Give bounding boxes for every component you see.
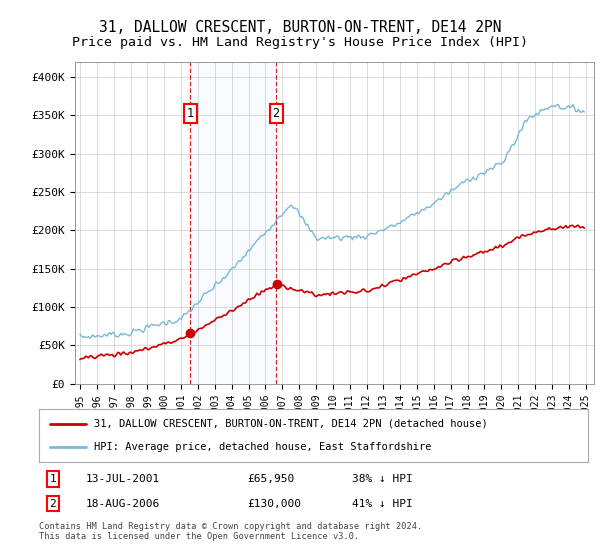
Text: 2: 2 bbox=[272, 106, 280, 120]
Text: 31, DALLOW CRESCENT, BURTON-ON-TRENT, DE14 2PN: 31, DALLOW CRESCENT, BURTON-ON-TRENT, DE… bbox=[99, 20, 501, 35]
Text: 18-AUG-2006: 18-AUG-2006 bbox=[86, 498, 160, 508]
Text: Price paid vs. HM Land Registry's House Price Index (HPI): Price paid vs. HM Land Registry's House … bbox=[72, 36, 528, 49]
Bar bbox=[190, 62, 276, 384]
Text: HPI: Average price, detached house, East Staffordshire: HPI: Average price, detached house, East… bbox=[94, 442, 431, 452]
Text: 13-JUL-2001: 13-JUL-2001 bbox=[86, 474, 160, 484]
Text: £65,950: £65,950 bbox=[248, 474, 295, 484]
Text: 1: 1 bbox=[49, 474, 56, 484]
Text: 2: 2 bbox=[49, 498, 56, 508]
Text: 41% ↓ HPI: 41% ↓ HPI bbox=[352, 498, 413, 508]
Text: £130,000: £130,000 bbox=[248, 498, 302, 508]
Text: 38% ↓ HPI: 38% ↓ HPI bbox=[352, 474, 413, 484]
Text: 31, DALLOW CRESCENT, BURTON-ON-TRENT, DE14 2PN (detached house): 31, DALLOW CRESCENT, BURTON-ON-TRENT, DE… bbox=[94, 419, 488, 429]
Text: Contains HM Land Registry data © Crown copyright and database right 2024.
This d: Contains HM Land Registry data © Crown c… bbox=[39, 522, 422, 542]
Text: 1: 1 bbox=[187, 106, 194, 120]
